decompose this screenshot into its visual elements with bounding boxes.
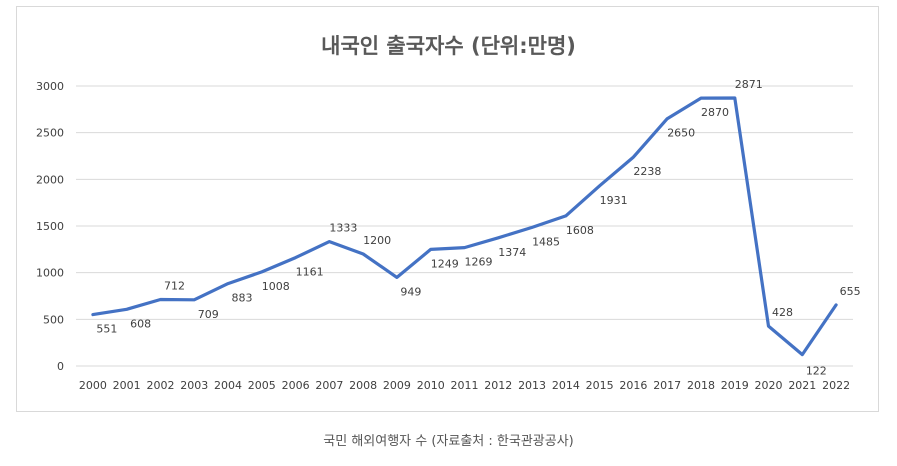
x-tick-label: 2021 bbox=[788, 379, 816, 392]
chart-frame bbox=[16, 6, 879, 412]
data-label: 1931 bbox=[600, 194, 628, 207]
data-label: 1608 bbox=[566, 224, 594, 237]
x-tick-label: 2018 bbox=[687, 379, 715, 392]
x-tick-label: 2000 bbox=[79, 379, 107, 392]
y-tick-label: 1500 bbox=[36, 220, 64, 233]
y-tick-label: 0 bbox=[57, 360, 64, 373]
data-label: 428 bbox=[772, 306, 793, 319]
data-label: 655 bbox=[840, 285, 861, 298]
data-label: 1008 bbox=[262, 280, 290, 293]
data-label: 608 bbox=[130, 317, 151, 330]
x-tick-label: 2006 bbox=[282, 379, 310, 392]
data-label: 1374 bbox=[498, 246, 526, 259]
x-tick-label: 2004 bbox=[214, 379, 242, 392]
data-label: 1485 bbox=[532, 235, 560, 248]
figure-caption: 국민 해외여행자 수 (자료출처 : 한국관광공사) bbox=[323, 434, 574, 449]
x-tick-label: 2001 bbox=[113, 379, 141, 392]
data-label: 2871 bbox=[735, 78, 763, 91]
data-label: 2238 bbox=[633, 165, 661, 178]
x-tick-label: 2007 bbox=[315, 379, 343, 392]
x-tick-label: 2019 bbox=[721, 379, 749, 392]
x-tick-label: 2009 bbox=[383, 379, 411, 392]
x-tick-label: 2013 bbox=[518, 379, 546, 392]
y-tick-label: 1000 bbox=[36, 267, 64, 280]
data-label: 2870 bbox=[701, 106, 729, 119]
x-tick-label: 2014 bbox=[552, 379, 580, 392]
data-label: 709 bbox=[198, 308, 219, 321]
y-tick-label: 2000 bbox=[36, 173, 64, 186]
x-tick-label: 2010 bbox=[417, 379, 445, 392]
data-label: 122 bbox=[806, 365, 827, 378]
data-label: 1333 bbox=[329, 222, 357, 235]
y-tick-label: 3000 bbox=[36, 80, 64, 93]
chart-title: 내국인 출국자수 (단위:만명) bbox=[321, 34, 576, 58]
x-tick-label: 2020 bbox=[755, 379, 783, 392]
data-label: 712 bbox=[164, 280, 185, 293]
x-tick-label: 2003 bbox=[180, 379, 208, 392]
data-label: 1200 bbox=[363, 234, 391, 247]
x-tick-label: 2005 bbox=[248, 379, 276, 392]
x-tick-label: 2017 bbox=[653, 379, 681, 392]
data-label: 1161 bbox=[296, 266, 324, 279]
x-tick-label: 2002 bbox=[146, 379, 174, 392]
data-label: 551 bbox=[96, 323, 117, 336]
x-tick-label: 2022 bbox=[822, 379, 850, 392]
x-tick-label: 2008 bbox=[349, 379, 377, 392]
x-tick-label: 2012 bbox=[484, 379, 512, 392]
x-tick-label: 2011 bbox=[451, 379, 479, 392]
data-label: 949 bbox=[400, 285, 421, 298]
data-label: 2650 bbox=[667, 127, 695, 140]
data-label: 883 bbox=[232, 292, 253, 305]
data-label: 1269 bbox=[465, 256, 493, 269]
series-line bbox=[91, 96, 838, 357]
data-label: 1249 bbox=[431, 257, 459, 270]
y-tick-label: 2500 bbox=[36, 127, 64, 140]
x-tick-label: 2015 bbox=[586, 379, 614, 392]
y-tick-label: 500 bbox=[43, 313, 64, 326]
x-tick-label: 2016 bbox=[619, 379, 647, 392]
